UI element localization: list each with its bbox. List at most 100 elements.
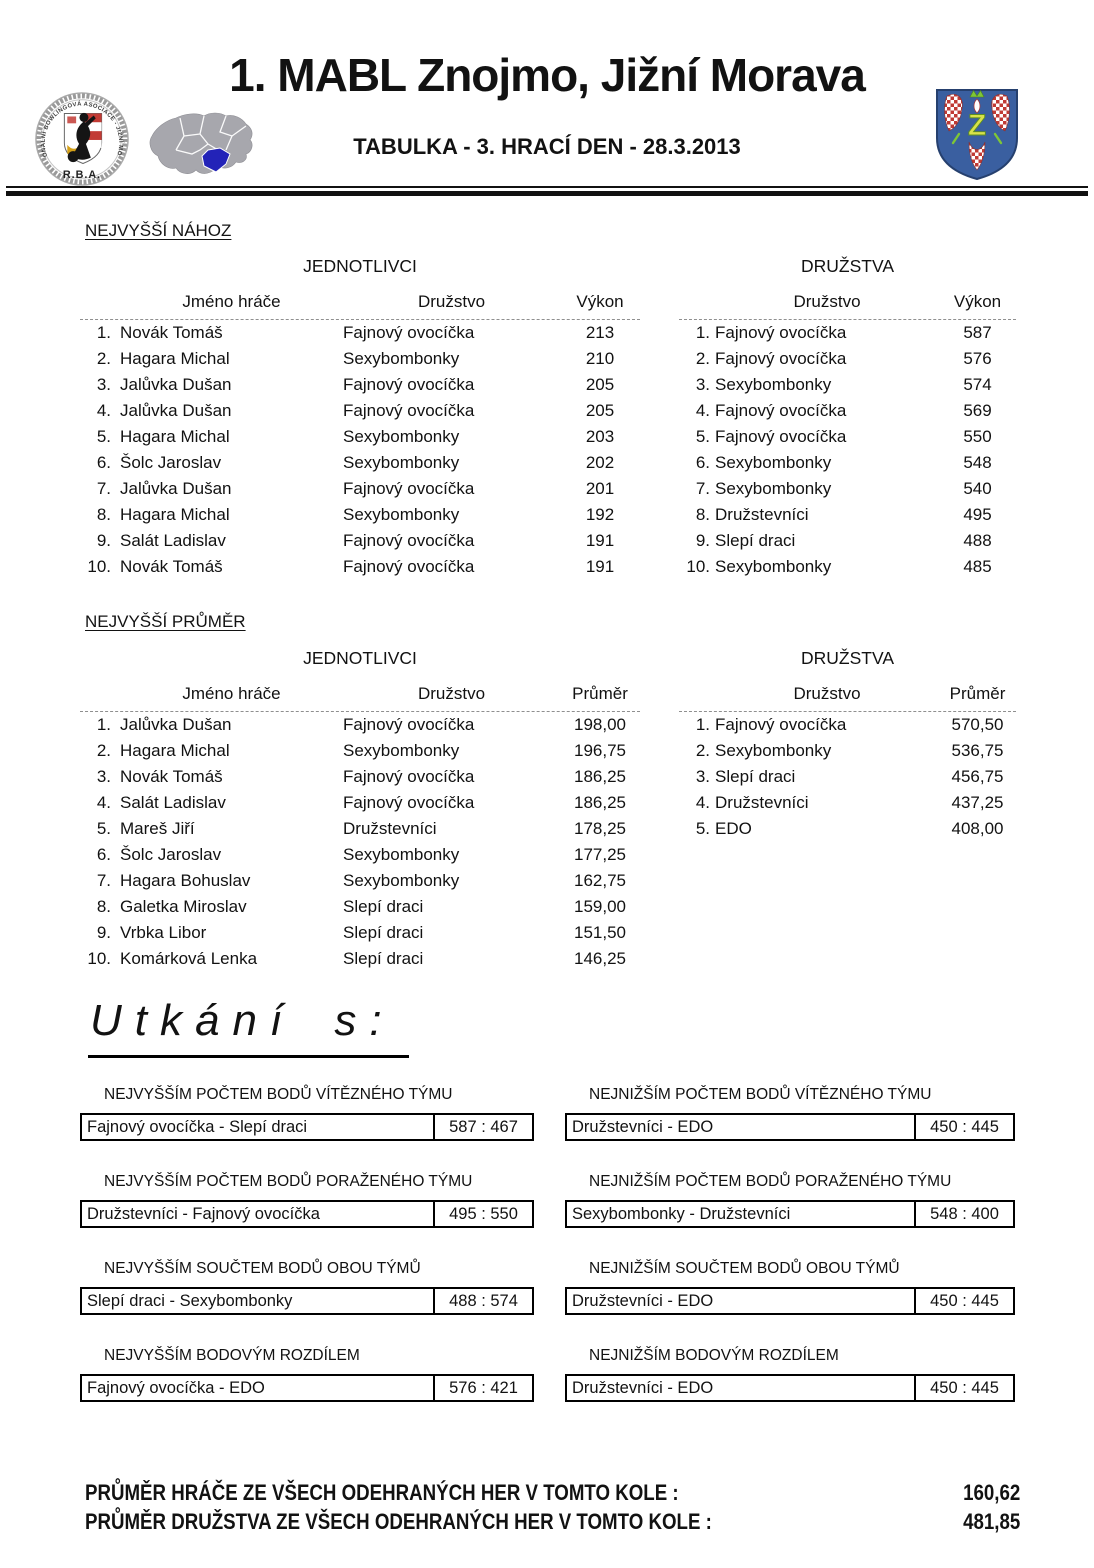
table-header-row: Družstvo Výkon xyxy=(679,290,1016,320)
rank: 4. xyxy=(96,401,111,420)
rank: 9. xyxy=(96,923,111,942)
score-value: 548 xyxy=(963,453,992,472)
table-row: 5. EDO 408,00 xyxy=(679,816,1016,842)
nahoz-tables: JEDNOTLIVCI Jméno hráče Družstvo Výkon 1… xyxy=(80,256,1016,580)
table-row: 5. Fajnový ovocíčka 550 xyxy=(679,424,1016,450)
table-row: 9. Slepí draci 488 xyxy=(679,528,1016,554)
table-row: 4. Fajnový ovocíčka 569 xyxy=(679,398,1016,424)
table-row: 1. Fajnový ovocíčka 587 xyxy=(679,320,1016,346)
match-label: NEJVYŠŠÍM POČTEM BODŮ PORAŽENÉHO TÝMU xyxy=(104,1173,473,1190)
table-nahoz-individuals: JEDNOTLIVCI Jméno hráče Družstvo Výkon 1… xyxy=(80,256,640,580)
czech-republic-map-icon xyxy=(149,112,253,174)
table-row: 6. Šolc Jaroslav Sexybombonky 177,25 xyxy=(80,842,640,868)
summary-row: PRŮMĚR DRUŽSTVA ZE VŠECH ODEHRANÝCH HER … xyxy=(85,1509,1020,1538)
table-prumer-individuals: JEDNOTLIVCI Jméno hráče Družstvo Průměr … xyxy=(80,648,640,972)
match-box: Družstevníci - EDO 450 : 445 xyxy=(565,1287,1015,1315)
match-teams: Fajnový ovocíčka - Slepí draci xyxy=(82,1115,435,1139)
score-value: 186,25 xyxy=(574,793,626,812)
rank: 3. xyxy=(695,375,710,394)
table-row: 4. Salát Ladislav Fajnový ovocíčka 186,2… xyxy=(80,790,640,816)
team-name: Fajnový ovocíčka xyxy=(715,427,847,446)
match-score: 450 : 445 xyxy=(930,1378,999,1397)
score-value: 201 xyxy=(585,479,615,498)
match-box: Družstevníci - EDO 450 : 445 xyxy=(565,1113,1015,1141)
score-value: 495 xyxy=(963,505,992,524)
column-header-team: Družstvo xyxy=(793,292,861,311)
score-value: 159,00 xyxy=(574,897,626,916)
team-name: Fajnový ovocíčka xyxy=(343,715,475,734)
table-row: 8. Galetka Miroslav Slepí draci 159,00 xyxy=(80,894,640,920)
rank: 3. xyxy=(96,375,111,394)
team-name: Fajnový ovocíčka xyxy=(343,767,475,786)
team-name: Sexybombonky xyxy=(343,871,460,890)
match-box: Družstevníci - Fajnový ovocíčka 495 : 55… xyxy=(80,1200,534,1228)
match-teams: Družstevníci - EDO xyxy=(567,1376,916,1400)
page-subtitle: TABULKA - 3. HRACÍ DEN - 28.3.2013 xyxy=(353,134,741,159)
rank: 6. xyxy=(96,453,111,472)
match-item: NEJVYŠŠÍM SOUČTEM BODŮ OBOU TÝMŮ Slepí d… xyxy=(80,1260,534,1315)
table-row: 7. Hagara Bohuslav Sexybombonky 162,75 xyxy=(80,868,640,894)
score-value: 192 xyxy=(585,505,615,524)
team-name: Slepí draci xyxy=(343,949,424,968)
player-name: Jalůvka Dušan xyxy=(120,479,232,498)
team-name: Sexybombonky xyxy=(715,741,832,760)
player-name: Hagara Bohuslav xyxy=(120,871,251,890)
column-header-team: Družstvo xyxy=(793,684,861,703)
column-header-value: Výkon xyxy=(953,292,1002,311)
score-value: 437,25 xyxy=(951,793,1004,812)
player-name: Novák Tomáš xyxy=(120,767,223,786)
table-row: 5. Mareš Jiří Družstevníci 178,25 xyxy=(80,816,640,842)
player-name: Jalůvka Dušan xyxy=(120,401,232,420)
rank: 9. xyxy=(695,531,710,550)
player-name: Komárková Lenka xyxy=(120,949,258,968)
table-row: 2. Hagara Michal Sexybombonky 210 xyxy=(80,346,640,372)
table-title: DRUŽSTVA xyxy=(800,648,894,668)
table-row: 4. Jalůvka Dušan Fajnový ovocíčka 205 xyxy=(80,398,640,424)
table-header-row: Jméno hráče Družstvo Průměr xyxy=(80,682,640,712)
rank: 2. xyxy=(695,349,710,368)
team-name: Fajnový ovocíčka xyxy=(715,349,847,368)
match-score: 495 : 550 xyxy=(449,1204,518,1223)
summary-label: PRŮMĚR HRÁČE ZE VŠECH ODEHRANÝCH HER V T… xyxy=(85,1480,679,1505)
match-teams: Fajnový ovocíčka - EDO xyxy=(82,1376,435,1400)
score-value: 191 xyxy=(585,557,615,576)
score-value: 177,25 xyxy=(574,845,626,864)
rank: 4. xyxy=(695,793,710,812)
column-header-value: Průměr xyxy=(572,684,628,703)
player-name: Novák Tomáš xyxy=(120,557,223,576)
team-name: Sexybombonky xyxy=(343,427,460,446)
matches-heading: Utkání s: xyxy=(88,996,409,1058)
table-row: 1. Jalůvka Dušan Fajnový ovocíčka 198,00 xyxy=(80,712,640,738)
rank: 2. xyxy=(96,349,111,368)
match-score: 488 : 574 xyxy=(449,1291,518,1310)
player-name: Hagara Michal xyxy=(120,741,230,760)
prumer-tables: JEDNOTLIVCI Jméno hráče Družstvo Průměr … xyxy=(80,648,1016,972)
team-name: Fajnový ovocíčka xyxy=(343,375,475,394)
score-value: 408,00 xyxy=(951,819,1004,838)
rank: 7. xyxy=(695,479,710,498)
match-teams: Sexybombonky - Družstevníci xyxy=(567,1202,916,1226)
match-score: 548 : 400 xyxy=(930,1204,999,1223)
rank: 5. xyxy=(96,819,111,838)
team-name: Fajnový ovocíčka xyxy=(343,401,475,420)
match-item: NEJVYŠŠÍM POČTEM BODŮ PORAŽENÉHO TÝMU Dr… xyxy=(80,1173,534,1228)
summary-label: PRŮMĚR DRUŽSTVA ZE VŠECH ODEHRANÝCH HER … xyxy=(85,1509,712,1534)
match-score: 450 : 445 xyxy=(930,1291,999,1310)
score-value: 191 xyxy=(585,531,615,550)
score-value: 576 xyxy=(963,349,992,368)
team-name: EDO xyxy=(715,819,752,838)
column-header-team: Družstvo xyxy=(417,684,486,703)
team-name: Sexybombonky xyxy=(343,505,460,524)
score-value: 550 xyxy=(963,427,992,446)
table-row: 6. Sexybombonky 548 xyxy=(679,450,1016,476)
team-name: Fajnový ovocíčka xyxy=(343,479,475,498)
table-title: JEDNOTLIVCI xyxy=(303,256,417,276)
player-name: Hagara Michal xyxy=(120,427,230,446)
player-name: Salát Ladislav xyxy=(120,793,226,812)
rank: 1. xyxy=(695,323,710,342)
rba-association-logo-icon: REGIONÁLNÍ BOWLINGOVÁ ASOCIACE - JIŽNÍ M… xyxy=(26,90,129,186)
score-value: 569 xyxy=(963,401,992,420)
score-value: 202 xyxy=(585,453,615,472)
match-teams: Slepí draci - Sexybombonky xyxy=(82,1289,435,1313)
table-row: 9. Vrbka Libor Slepí draci 151,50 xyxy=(80,920,640,946)
